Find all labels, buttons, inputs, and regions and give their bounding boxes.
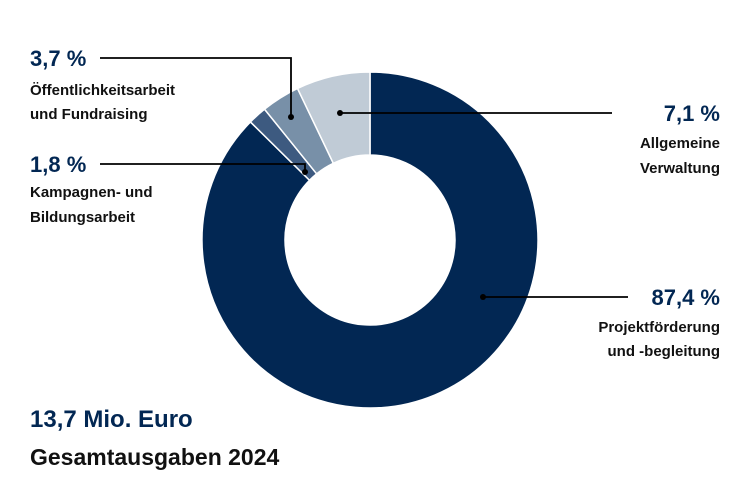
slice-percent-label-1: 1,8 % [30, 152, 86, 177]
donut-slice-3 [296, 71, 371, 165]
slice-label-group-0: 87,4 % Projektförderung und -begleitung [480, 285, 720, 360]
leader-dot-2 [288, 114, 294, 120]
slice-label-group-1: 1,8 % Kampagnen- und Bildungsarbeit [30, 152, 308, 226]
donut-slices [201, 71, 539, 409]
leader-line-2 [100, 57, 292, 117]
total-amount: 13,7 Mio. Euro [30, 406, 193, 433]
leader-dot-1 [302, 169, 308, 175]
chart-caption: Gesamtausgaben 2024 [30, 444, 280, 470]
slice-description-3-line-0: Allgemeine [640, 135, 720, 152]
leader-dot-3 [337, 110, 343, 116]
slice-description-1-line-0: Kampagnen- und [30, 184, 153, 201]
slice-label-group-2: 3,7 % Öffentlichkeitsarbeit und Fundraisin… [30, 46, 294, 123]
slice-description-0-line-0: Projektförderung [598, 319, 720, 336]
slice-description-1-line-1: Bildungsarbeit [30, 209, 135, 226]
slice-description-2-line-1: und Fundraising [30, 106, 148, 123]
slice-percent-label-2: 3,7 % [30, 46, 86, 71]
leader-dot-0 [480, 294, 486, 300]
slice-percent-label-0: 87,4 % [652, 285, 721, 310]
donut-slice-0 [201, 71, 539, 409]
slice-labels: 87,4 % Projektförderung und -begleitung 1,8… [30, 46, 720, 360]
slice-description-0-line-1: und -begleitung [608, 343, 720, 360]
slice-percent-label-3: 7,1 % [664, 101, 720, 126]
slice-description-2-line-0: Öffentlichkeitsarbeit [30, 82, 175, 99]
slice-label-group-3: 7,1 % Allgemeine Verwaltung [337, 101, 720, 177]
slice-description-3-line-1: Verwaltung [640, 160, 720, 177]
